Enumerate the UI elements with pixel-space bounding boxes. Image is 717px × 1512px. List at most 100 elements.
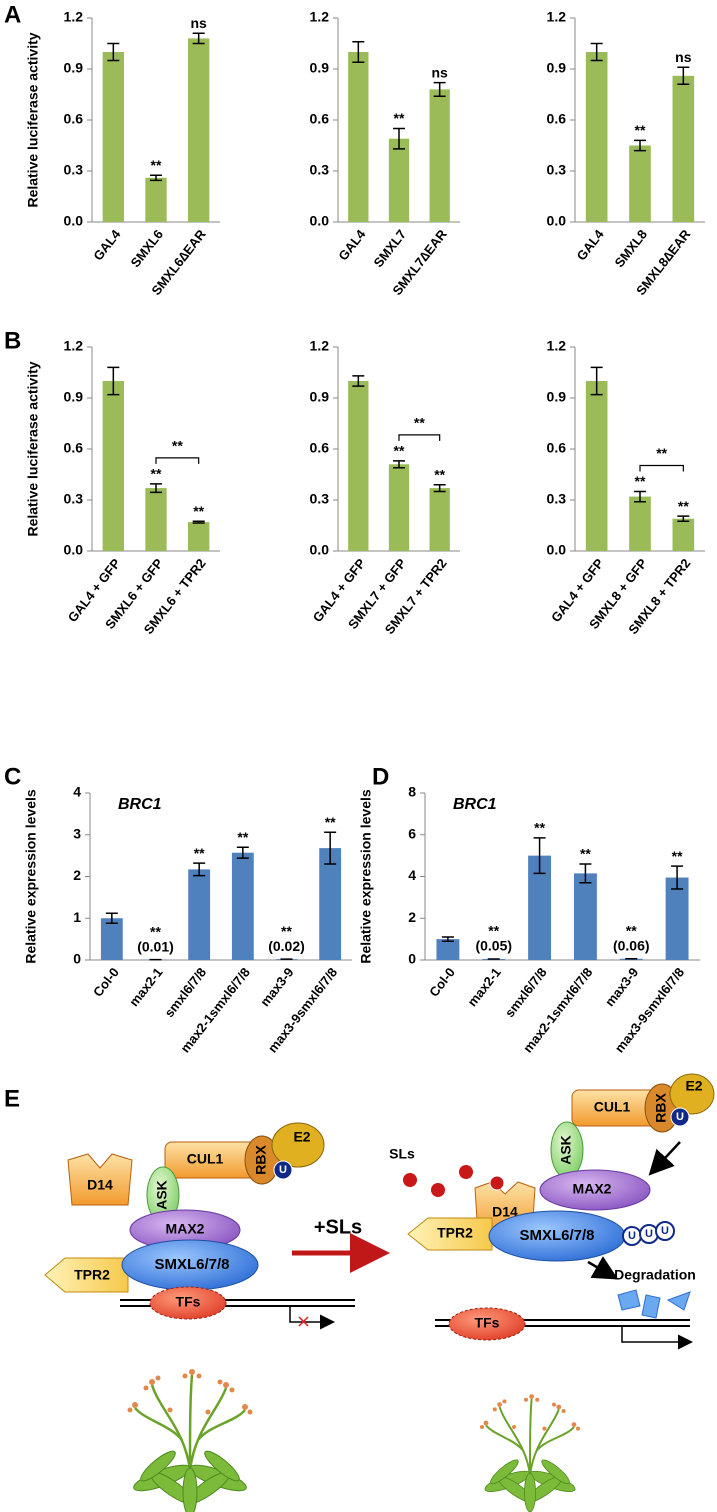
label: ASK (558, 1135, 574, 1165)
bar (348, 381, 369, 551)
label: +SLs (314, 1216, 362, 1238)
bar (100, 918, 123, 960)
error-bar (579, 863, 592, 884)
y-tick-label: 1.2 (310, 9, 330, 25)
error-bar (352, 41, 365, 63)
y-tick-label: 0.9 (64, 60, 84, 76)
significance: ** (635, 122, 646, 138)
error-bar (433, 483, 446, 493)
error-bar (533, 837, 546, 875)
error-bar (150, 174, 162, 182)
error-bar (671, 865, 684, 890)
transcription-arrow (621, 1326, 693, 1350)
x-tick-label: GAL4 (335, 226, 369, 263)
bar (585, 52, 608, 222)
significance: ** (534, 820, 545, 836)
plant-branched (126, 1367, 254, 1512)
error-bar (677, 66, 690, 86)
label: E2 (685, 1078, 702, 1094)
e2-shape (271, 1122, 325, 1168)
bar (585, 381, 608, 551)
error-bar (192, 32, 205, 45)
bar (231, 852, 254, 960)
y-tick-label: 0.3 (64, 491, 84, 507)
panel-label: A (4, 1, 21, 28)
error-bar (590, 366, 603, 396)
y-tick-label: 2 (408, 909, 416, 925)
x-tick-label: smxl6/7/8 (161, 965, 209, 1020)
significance: ** (194, 845, 205, 861)
significance: ** (237, 829, 248, 845)
significance: ns (675, 49, 692, 65)
x-tick-label: GAL4 (574, 226, 608, 263)
sl-molecules (403, 1165, 473, 1197)
ubiquitin (670, 1107, 690, 1127)
value-label: (0.05) (475, 938, 512, 954)
label: RBX (653, 1093, 669, 1123)
panel-label: B (4, 327, 21, 354)
label: U (661, 1225, 669, 1237)
bracket-label: ** (656, 445, 667, 461)
e2-shape (669, 1073, 715, 1115)
d14-shape (67, 1153, 133, 1206)
y-tick-label: 0.0 (64, 213, 84, 229)
panel-label: E (4, 1085, 20, 1112)
x-tick-label: SMXL6 (128, 227, 167, 270)
label: CUL1 (187, 1151, 224, 1167)
label: D14 (492, 1204, 518, 1220)
y-tick-label: 0.6 (547, 111, 567, 127)
y-tick-label: 0.0 (310, 213, 330, 229)
y-tick-label: 6 (408, 825, 416, 841)
bar (188, 522, 210, 551)
y-tick-label: 0.9 (547, 60, 567, 76)
significance: ** (151, 157, 162, 173)
label: MAX2 (573, 1181, 612, 1197)
significance: ** (281, 923, 292, 939)
label: TPR2 (74, 1267, 110, 1283)
y-tick-label: 8 (408, 784, 416, 800)
label: E2 (293, 1129, 310, 1145)
y-tick-label: 1.2 (64, 9, 84, 25)
y-tick-label: 0.6 (547, 440, 567, 456)
y-tick-label: 0.6 (64, 440, 84, 456)
label: Degradation (614, 1267, 696, 1283)
x-tick-label: GAL4 (90, 226, 124, 263)
diagram: D14 CUL1 RBX E2 U ASK MAX2 TPR2 SMXL6/7/… (44, 1073, 715, 1512)
bar (436, 939, 460, 960)
significance: ** (488, 923, 499, 939)
x-tick-label: max3-9 (602, 965, 641, 1010)
arrow (587, 1256, 619, 1280)
max2-shape (539, 1169, 651, 1211)
bar (388, 464, 410, 551)
bar (188, 869, 211, 960)
y-tick-label: 1.2 (310, 338, 330, 354)
error-bar (150, 483, 162, 494)
label: D14 (87, 1177, 113, 1193)
y-tick-label: 1.2 (547, 9, 567, 25)
panel-label: D (372, 763, 389, 790)
y-tick-label: 0.0 (547, 542, 567, 558)
error-bar (107, 42, 120, 62)
bar (429, 89, 450, 223)
y-tick-label: 0.6 (310, 111, 330, 127)
panel-label: C (4, 763, 21, 790)
label: MAX2 (166, 1221, 205, 1237)
label: U (645, 1228, 653, 1240)
bar (629, 145, 651, 222)
transcription-arrow (289, 1306, 335, 1330)
blocked-mark (298, 1316, 309, 1327)
y-tick-label: 0 (408, 951, 416, 967)
y-tick-label: 0.9 (64, 389, 84, 405)
tfs-shape (448, 1307, 526, 1341)
y-tick-label: 0.6 (64, 111, 84, 127)
y-axis-label: Relative luciferase activity (25, 32, 41, 207)
label: RBX (253, 1145, 269, 1175)
y-tick-label: 4 (73, 784, 81, 800)
y-axis-label: Relative luciferase activity (25, 361, 41, 536)
y-tick-label: 0.0 (310, 542, 330, 558)
chart-title: BRC1 (453, 796, 497, 813)
y-tick-label: 1.2 (64, 338, 84, 354)
bar (145, 488, 167, 551)
label: TFs (475, 1315, 500, 1331)
y-tick-label: 0.3 (310, 162, 330, 178)
